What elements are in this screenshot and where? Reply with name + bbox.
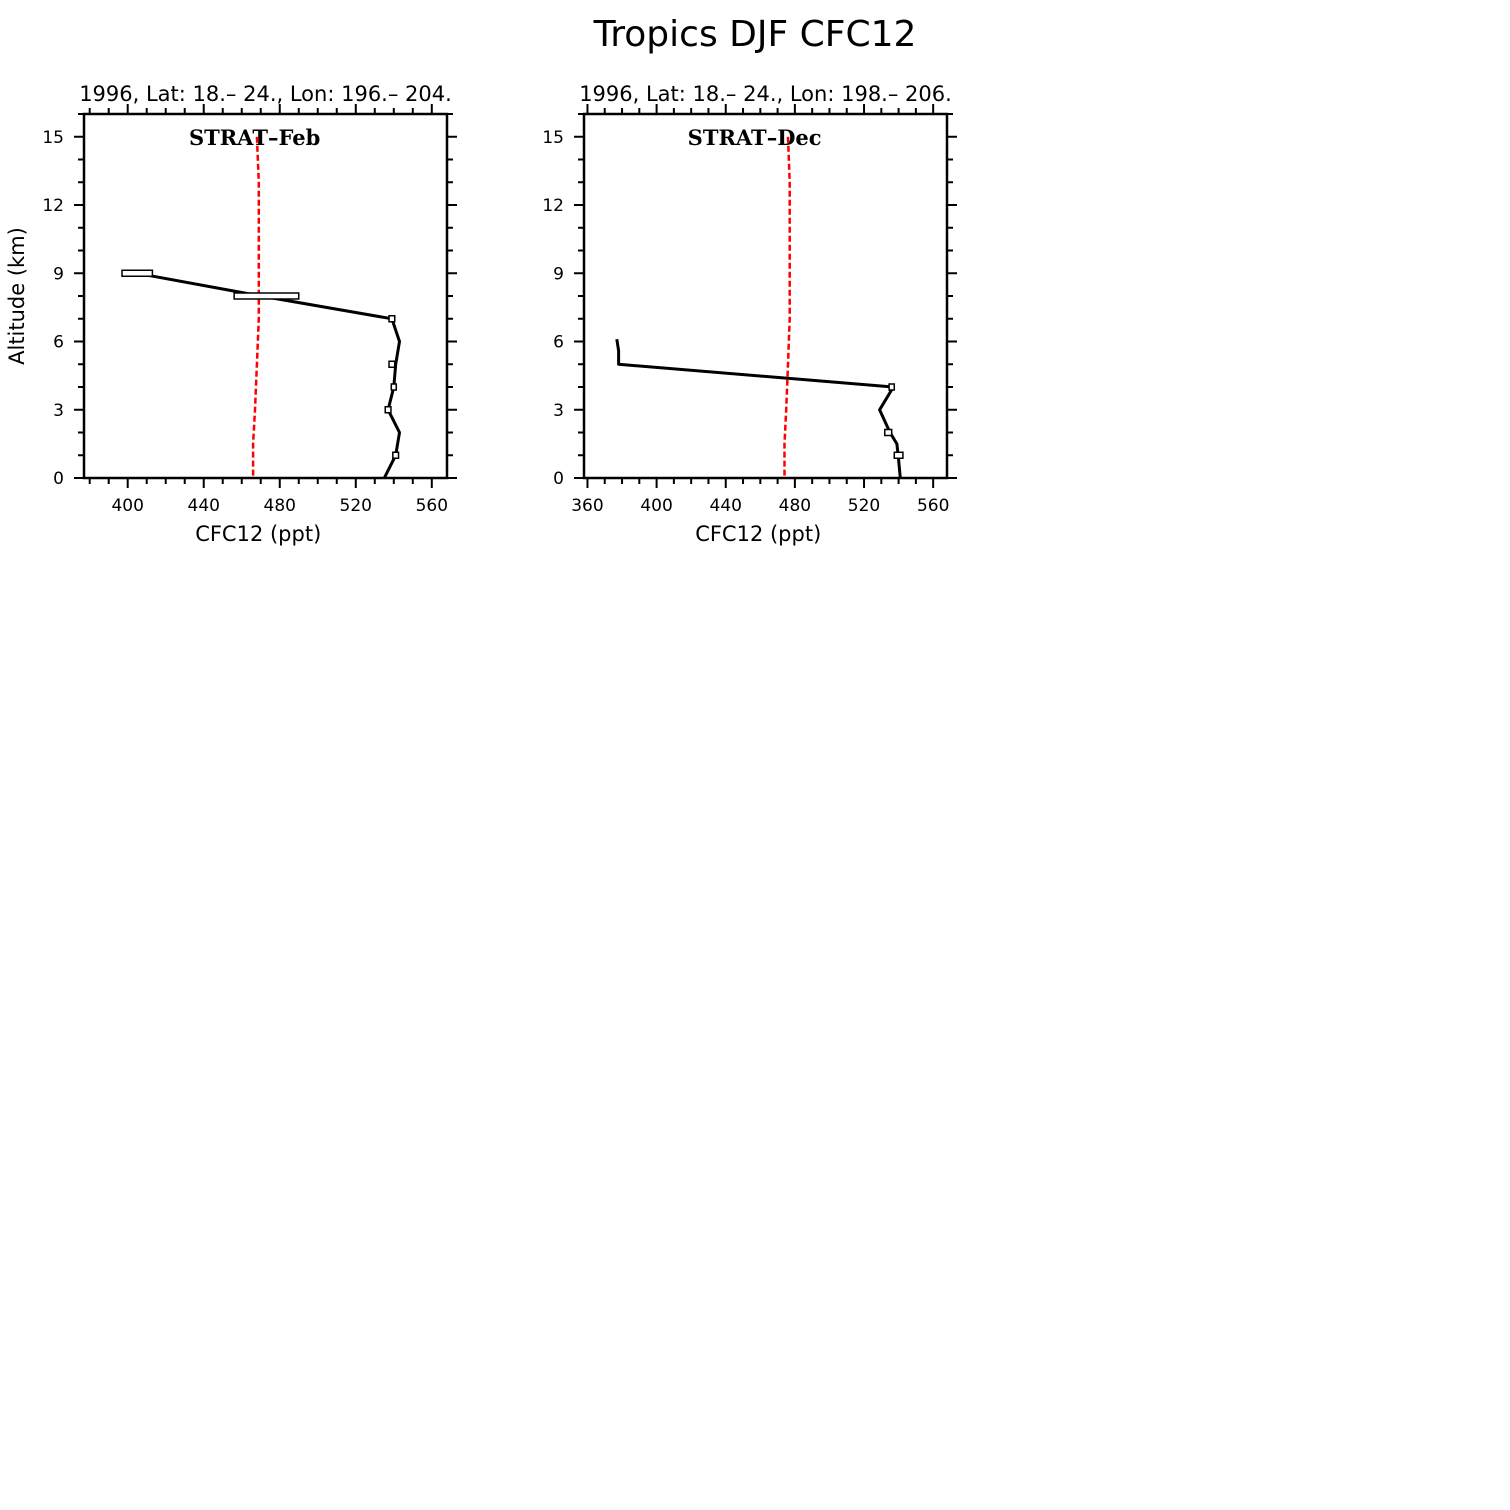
x-tick-label: 520 — [340, 496, 372, 516]
y-tick-label: 0 — [553, 469, 564, 489]
y-tick-label: 0 — [53, 469, 64, 489]
x-tick-label: 440 — [188, 496, 220, 516]
range-box — [392, 451, 400, 459]
y-tick-label: 9 — [553, 264, 564, 284]
panel-annotation: STRAT–Feb — [189, 125, 320, 150]
chart-panel-1: 400 440 480 520 560 0 3 6 9 12 15 1996, Lat: 18.– 2… — [5, 82, 457, 546]
x-tick-label: 400 — [640, 496, 672, 516]
range-box — [893, 451, 904, 459]
x-axis-label: CFC12 (ppt) — [695, 522, 821, 546]
y-tick-label: 15 — [42, 128, 64, 148]
figure-title: Tropics DJF CFC12 — [593, 14, 917, 55]
y-tick-label: 6 — [53, 333, 64, 353]
range-box — [888, 383, 896, 391]
x-tick-label: 440 — [710, 496, 742, 516]
range-box — [233, 292, 300, 300]
y-tick-label: 12 — [42, 196, 64, 216]
x-axis-label: CFC12 (ppt) — [195, 522, 321, 546]
x-tick-label: 520 — [848, 496, 880, 516]
observed-profile-line — [136, 271, 401, 479]
model-profile-line — [251, 136, 261, 478]
range-box — [388, 360, 396, 368]
model-profile-line — [783, 136, 791, 478]
y-tick-label: 3 — [53, 401, 64, 421]
chart-panel-2: 360 400 440 480 520 560 0 3 6 9 12 15 1996, Lat: 18.… — [542, 82, 957, 546]
x-tick-label: 560 — [917, 496, 949, 516]
y-tick-label: 9 — [53, 264, 64, 284]
y-tick-label: 3 — [553, 401, 564, 421]
x-tick-label: 480 — [264, 496, 296, 516]
y-axis-label: Altitude (km) — [5, 227, 29, 365]
range-box — [388, 315, 396, 323]
range-box — [384, 406, 392, 414]
x-tick-label: 480 — [779, 496, 811, 516]
range-box — [884, 428, 893, 437]
x-tick-label: 400 — [111, 496, 143, 516]
panel-subtitle: 1996, Lat: 18.– 24., Lon: 198.– 206. — [579, 82, 952, 106]
x-tick-label: 560 — [416, 496, 448, 516]
panels: 400 440 480 520 560 0 3 6 9 12 15 1996, Lat: 18.– 2… — [5, 82, 957, 546]
panel-subtitle: 1996, Lat: 18.– 24., Lon: 196.– 204. — [79, 82, 452, 106]
panel-annotation: STRAT–Dec — [688, 125, 822, 150]
range-box — [390, 383, 398, 391]
y-tick-label: 15 — [542, 128, 564, 148]
x-tick-label: 360 — [571, 496, 603, 516]
y-tick-label: 6 — [553, 333, 564, 353]
y-tick-label: 12 — [542, 196, 564, 216]
range-box — [121, 269, 154, 277]
